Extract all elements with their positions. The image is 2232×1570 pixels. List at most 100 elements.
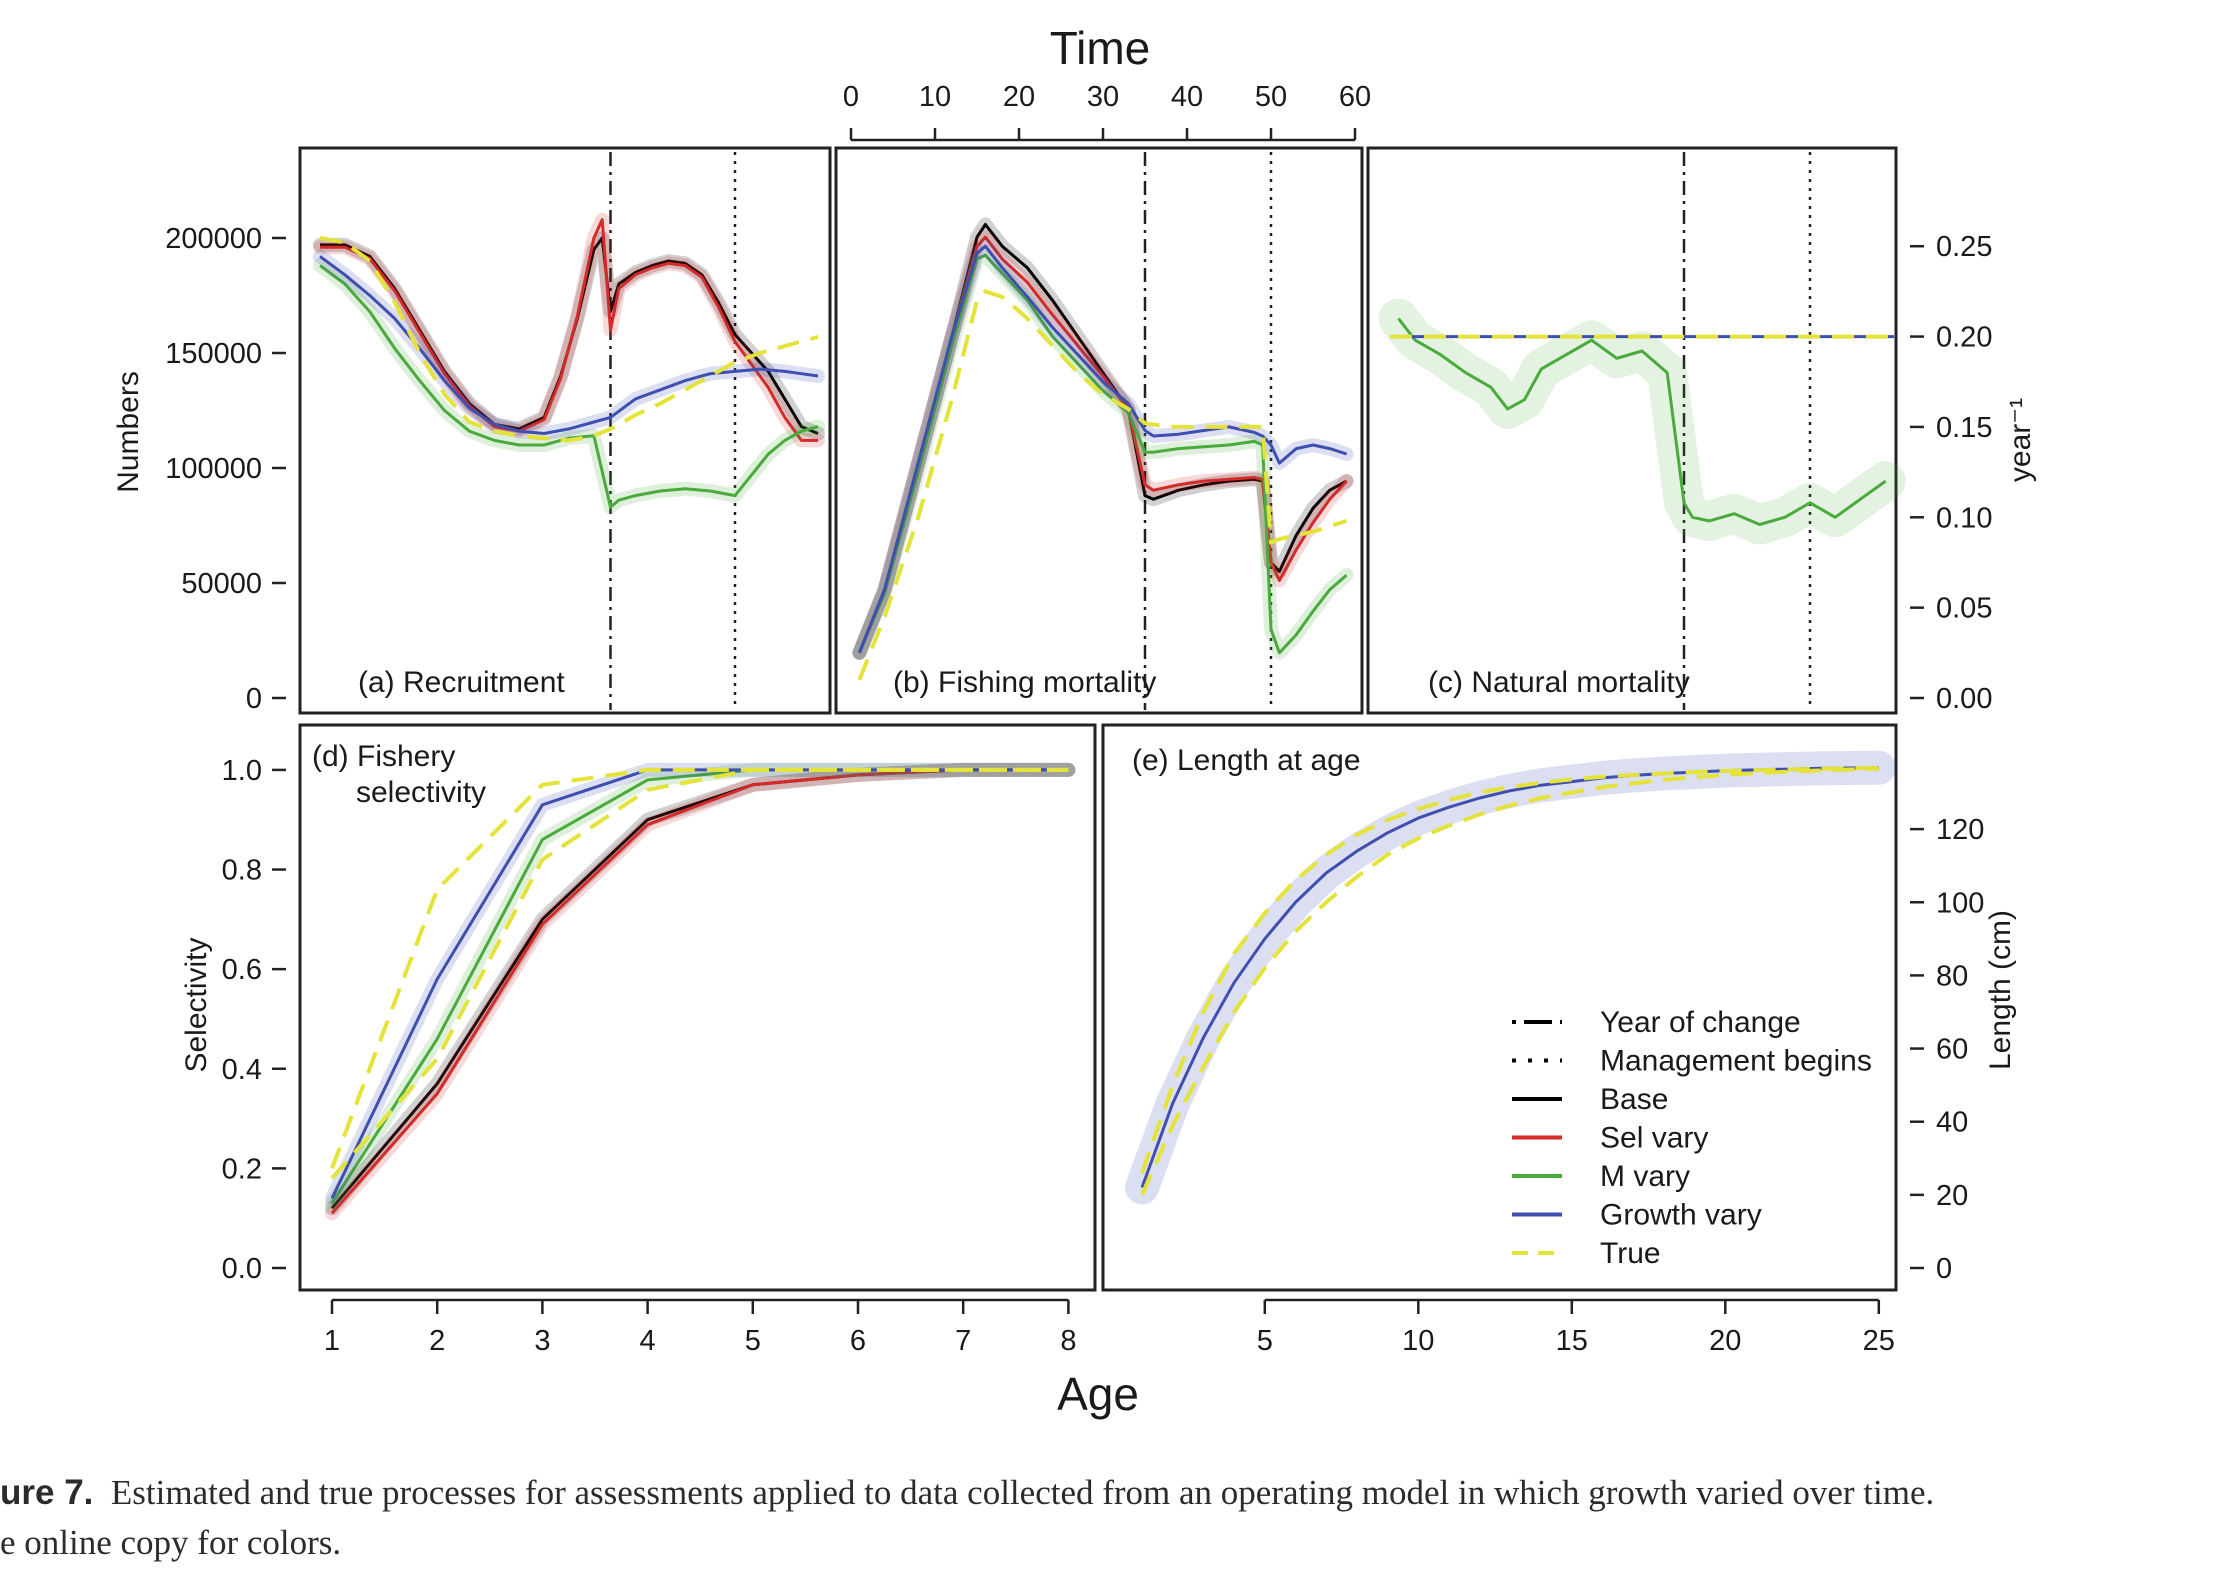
y-tick-label: 120 xyxy=(1936,814,1984,846)
band-growth-vary xyxy=(325,762,1076,1206)
legend-label-growth-vary: Growth vary xyxy=(1600,1199,1762,1232)
band-m-vary xyxy=(325,762,1076,1211)
figure-7: Time 0 10 20 30 40 50 60 050000100000150000200… xyxy=(112,22,2037,1420)
caption-text-1: Estimated and true processes for assessm… xyxy=(110,1473,1935,1512)
top-axis-tick-label: 20 xyxy=(1003,81,1035,113)
series-true-line-2 xyxy=(1140,766,1879,1196)
y-tick-label: 0 xyxy=(246,683,262,715)
top-axis-tick-label: 40 xyxy=(1171,81,1203,113)
panel-a-recruitment: 0 50000 100000 150000 200000 xyxy=(165,152,825,715)
caption-line-1: ure 7. Estimated and true processes for … xyxy=(0,1468,2232,1518)
top-axis-tick-label: 50 xyxy=(1255,81,1287,113)
top-axis-tick-label: 0 xyxy=(843,81,859,113)
panel-d-ylabel: Selectivity xyxy=(180,937,213,1072)
x-tick-label: 10 xyxy=(1402,1325,1434,1357)
panel-a-frame xyxy=(298,146,832,715)
legend: Year of change Management begins Base Sel v… xyxy=(1512,1006,1872,1270)
y-tick-label: 40 xyxy=(1936,1107,1968,1139)
legend-label-management-begins: Management begins xyxy=(1600,1045,1872,1078)
y-tick-label: 0 xyxy=(1936,1253,1952,1285)
x-tick-label: 6 xyxy=(850,1325,866,1357)
panel-b-fishing-mortality xyxy=(852,152,1354,710)
y-tick-label: 20 xyxy=(1936,1180,1968,1212)
series-m-vary-line-0 xyxy=(1397,317,1887,526)
top-axis-tick-label: 10 xyxy=(919,81,951,113)
caption-label: ure 7. xyxy=(0,1473,94,1512)
panel-a-title: (a) Recruitment xyxy=(358,666,565,699)
y-tick-label: 200000 xyxy=(165,223,262,255)
panel-a-ylabel: Numbers xyxy=(112,371,145,493)
panel-e-title: (e) Length at age xyxy=(1132,744,1361,777)
band-sel-vary xyxy=(325,762,1076,1221)
y-tick-label: 0.10 xyxy=(1936,502,1992,534)
series-sel-vary-line-1 xyxy=(330,768,1069,1215)
y-tick-label: 0.00 xyxy=(1936,683,1992,715)
top-axis-title: Time xyxy=(1050,22,1151,74)
panel-c-ylabel: year⁻¹ xyxy=(2004,398,2037,482)
series-sel-vary-line-1 xyxy=(320,218,818,442)
y-tick-label: 60 xyxy=(1936,1034,1968,1066)
series-true-line-5 xyxy=(330,767,1069,1180)
legend-label-sel-vary: Sel vary xyxy=(1600,1122,1708,1155)
band-sel-vary xyxy=(313,212,825,448)
panel-c-frame xyxy=(1366,146,1898,715)
legend-label-true: True xyxy=(1600,1237,1661,1270)
top-axis-tick-label: 30 xyxy=(1087,81,1119,113)
series-m-vary-line-2 xyxy=(319,264,819,509)
x-tick-label: 2 xyxy=(429,1325,445,1357)
caption-line-2: e online copy for colors. xyxy=(0,1523,342,1562)
x-tick-label: 7 xyxy=(955,1325,971,1357)
x-tick-label: 25 xyxy=(1863,1325,1895,1357)
series-growth-vary-line-3 xyxy=(858,244,1348,654)
y-tick-label: 0.0 xyxy=(222,1253,262,1285)
series-base-line-0 xyxy=(330,768,1069,1210)
x-tick-label: 15 xyxy=(1556,1325,1588,1357)
y-tick-label: 0.25 xyxy=(1936,231,1992,263)
legend-label-m-vary: M vary xyxy=(1600,1160,1690,1193)
series-m-vary-line-2 xyxy=(330,768,1069,1205)
panel-c-title: (c) Natural mortality xyxy=(1428,666,1690,699)
y-tick-label: 150000 xyxy=(165,338,262,370)
series-true-line-4 xyxy=(330,767,1069,1170)
y-tick-label: 50000 xyxy=(181,568,262,600)
band-base xyxy=(325,762,1076,1216)
top-axis-tick-label: 60 xyxy=(1339,81,1371,113)
x-tick-label: 8 xyxy=(1060,1325,1076,1357)
x-tick-label: 1 xyxy=(324,1325,340,1357)
y-tick-label: 80 xyxy=(1936,960,1968,992)
panel-b-title: (b) Fishing mortality xyxy=(893,666,1156,699)
band-m-vary xyxy=(1378,298,1906,545)
series-base-line-0 xyxy=(858,223,1348,654)
band-growth-vary xyxy=(1125,750,1896,1205)
panel-e-length-at-age: 0 20 40 60 80 100 120 5 10 15 20 25 xyxy=(1125,750,1984,1357)
y-tick-label: 1.0 xyxy=(222,755,262,787)
series-true-line-1 xyxy=(1140,766,1879,1174)
series-sel-vary-line-1 xyxy=(858,235,1348,654)
y-tick-label: 100000 xyxy=(165,453,262,485)
y-tick-label: 0.05 xyxy=(1936,593,1992,625)
y-tick-label: 0.20 xyxy=(1936,322,1992,354)
panel-d-fishery-selectivity: 0.0 0.2 0.4 0.6 0.8 1.0 1 2 3 4 5 6 7 8 xyxy=(222,755,1077,1357)
bottom-axis-title: Age xyxy=(1057,1368,1139,1420)
panel-d-title-line1: (d) Fishery xyxy=(312,740,455,773)
x-tick-label: 3 xyxy=(534,1325,550,1357)
panel-c-natural-mortality: 0.00 0.05 0.10 0.15 0.20 0.25 xyxy=(1378,152,1992,715)
top-time-axis: 0 10 20 30 40 50 60 xyxy=(843,81,1371,142)
y-tick-label: 100 xyxy=(1936,887,1984,919)
series-true-line-4 xyxy=(319,236,819,443)
y-tick-label: 0.2 xyxy=(222,1153,262,1185)
panel-e-frame xyxy=(1101,723,1898,1292)
figure-caption: ure 7. Estimated and true processes for … xyxy=(0,1468,2232,1568)
series-m-vary-line-2 xyxy=(858,253,1348,655)
y-tick-label: 0.6 xyxy=(222,954,262,986)
legend-label-year-of-change: Year of change xyxy=(1600,1006,1801,1039)
x-tick-label: 4 xyxy=(640,1325,656,1357)
x-tick-label: 5 xyxy=(745,1325,761,1357)
y-tick-label: 0.8 xyxy=(222,855,262,887)
panel-b-frame xyxy=(834,146,1364,715)
x-tick-label: 5 xyxy=(1257,1325,1273,1357)
y-tick-label: 0.15 xyxy=(1936,412,1992,444)
y-tick-label: 0.4 xyxy=(222,1054,262,1086)
x-tick-label: 20 xyxy=(1709,1325,1741,1357)
series-true-line-4 xyxy=(857,289,1348,681)
